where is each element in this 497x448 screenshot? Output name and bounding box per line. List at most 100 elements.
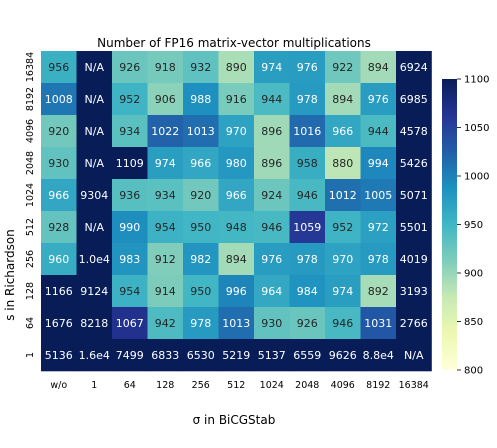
x-tick-label: 256 bbox=[192, 380, 210, 391]
heatmap-cell bbox=[396, 275, 432, 308]
colorbar-tick-labels: 800 850 900 950 1000 1050 1100 bbox=[457, 75, 489, 377]
heatmap-cell bbox=[41, 51, 77, 84]
heatmap-cell bbox=[112, 211, 148, 244]
cell-value-label: 966 bbox=[190, 157, 211, 170]
x-tick-labels: w/o 1 64 128 256 512 1024 2048 4096 8192 16384 bbox=[50, 380, 429, 391]
heatmap-cell bbox=[325, 339, 361, 372]
cell-value-label: 5501 bbox=[400, 221, 428, 234]
cell-value-label: 1676 bbox=[45, 317, 73, 330]
cell-value-label: 983 bbox=[119, 253, 140, 266]
heatmap-cell bbox=[325, 115, 361, 148]
heatmap-cell bbox=[254, 115, 290, 148]
cell-value-label: 1012 bbox=[329, 189, 357, 202]
heatmap-cell bbox=[147, 339, 184, 372]
y-tick-label: 512 bbox=[25, 218, 36, 236]
cell-value-label: 6833 bbox=[151, 349, 179, 362]
heatmap-cell bbox=[41, 339, 77, 372]
cell-value-label: 5219 bbox=[222, 349, 250, 362]
heatmap-cell bbox=[218, 147, 255, 180]
heatmap-cell bbox=[325, 179, 361, 212]
heatmap-cell bbox=[41, 211, 77, 244]
cell-value-label: 2766 bbox=[400, 317, 428, 330]
heatmap-cell bbox=[396, 243, 432, 276]
heatmap-cell bbox=[289, 211, 326, 244]
heatmap-cell bbox=[396, 147, 432, 180]
heatmap-cell bbox=[254, 211, 290, 244]
x-axis-label: σ in BiCGStab bbox=[193, 413, 276, 427]
cell-value-label: 906 bbox=[155, 93, 176, 106]
cell-value-label: N/A bbox=[404, 349, 424, 362]
heatmap-cell bbox=[218, 211, 255, 244]
cell-value-label: 934 bbox=[119, 125, 140, 138]
heatmap-cell bbox=[76, 179, 113, 212]
cell-value-label: 896 bbox=[261, 125, 282, 138]
heatmap-cell bbox=[218, 115, 255, 148]
cell-value-label: 9124 bbox=[80, 285, 108, 298]
colorbar-tick-label: 1000 bbox=[464, 172, 489, 183]
heatmap-cell bbox=[147, 83, 184, 116]
cell-value-label: 956 bbox=[48, 61, 69, 74]
cell-value-label: 1166 bbox=[45, 285, 73, 298]
heatmap-cell bbox=[147, 275, 184, 308]
cell-value-label: 894 bbox=[368, 61, 389, 74]
x-tick-label: 1 bbox=[91, 380, 97, 391]
heatmap-cell bbox=[41, 83, 77, 116]
cell-value-label: 978 bbox=[297, 253, 318, 266]
heatmap-cell bbox=[218, 51, 255, 84]
heatmap-cell bbox=[254, 83, 290, 116]
heatmap-cell bbox=[360, 51, 397, 84]
cell-value-label: N/A bbox=[85, 61, 105, 74]
colorbar-tick-label: 1100 bbox=[464, 75, 489, 86]
y-tick-label: 16384 bbox=[25, 52, 36, 82]
y-tick-label: 1024 bbox=[25, 183, 36, 207]
heatmap-cell bbox=[76, 115, 113, 148]
x-tick-label: 128 bbox=[156, 380, 174, 391]
heatmap-cell bbox=[76, 147, 113, 180]
cell-value-label: 972 bbox=[368, 221, 389, 234]
heatmap-cell bbox=[183, 307, 219, 340]
heatmap-cell bbox=[183, 275, 219, 308]
cell-value-label: 928 bbox=[48, 221, 69, 234]
heatmap-cell bbox=[396, 307, 432, 340]
cell-value-label: 984 bbox=[297, 285, 318, 298]
heatmap-cell bbox=[112, 115, 148, 148]
heatmap-cell bbox=[289, 275, 326, 308]
cell-value-label: 5137 bbox=[258, 349, 286, 362]
heatmap-cell bbox=[76, 339, 113, 372]
cell-value-label: 4019 bbox=[400, 253, 428, 266]
heatmap-cell bbox=[147, 307, 184, 340]
cell-value-label: N/A bbox=[85, 221, 105, 234]
heatmap-cell bbox=[41, 115, 77, 148]
cell-value-label: 960 bbox=[48, 253, 69, 266]
cell-value-label: 978 bbox=[190, 317, 211, 330]
heatmap-cell bbox=[76, 211, 113, 244]
cell-value-label: 1059 bbox=[293, 221, 321, 234]
heatmap-cell bbox=[325, 275, 361, 308]
cell-value-label: 944 bbox=[261, 93, 282, 106]
cell-value-label: 916 bbox=[226, 93, 247, 106]
cell-value-label: 5071 bbox=[400, 189, 428, 202]
heatmap-cell bbox=[289, 339, 326, 372]
cell-value-label: 988 bbox=[190, 93, 211, 106]
heatmap-cell bbox=[41, 243, 77, 276]
heatmap-cell bbox=[218, 275, 255, 308]
cell-value-label: 966 bbox=[48, 189, 69, 202]
heatmap-cell bbox=[147, 51, 184, 84]
cell-value-label: 974 bbox=[155, 157, 176, 170]
x-tick-label: 1024 bbox=[260, 380, 284, 391]
cell-value-label: 8.8e4 bbox=[363, 349, 394, 362]
y-tick-label: 1 bbox=[25, 352, 36, 358]
cell-value-label: 952 bbox=[119, 93, 140, 106]
heatmap-cell bbox=[254, 243, 290, 276]
heatmap-cell bbox=[112, 147, 148, 180]
heatmap-cell bbox=[218, 339, 255, 372]
heatmap-cell bbox=[360, 147, 397, 180]
heatmap-cell bbox=[41, 147, 77, 180]
cell-value-label: 892 bbox=[368, 285, 389, 298]
heatmap-cell bbox=[396, 211, 432, 244]
colorbar-tick-label: 1050 bbox=[464, 123, 489, 134]
heatmap-cell bbox=[254, 51, 290, 84]
cell-value-label: 1067 bbox=[116, 317, 144, 330]
heatmap-cell bbox=[41, 307, 77, 340]
heatmap-cell bbox=[396, 115, 432, 148]
